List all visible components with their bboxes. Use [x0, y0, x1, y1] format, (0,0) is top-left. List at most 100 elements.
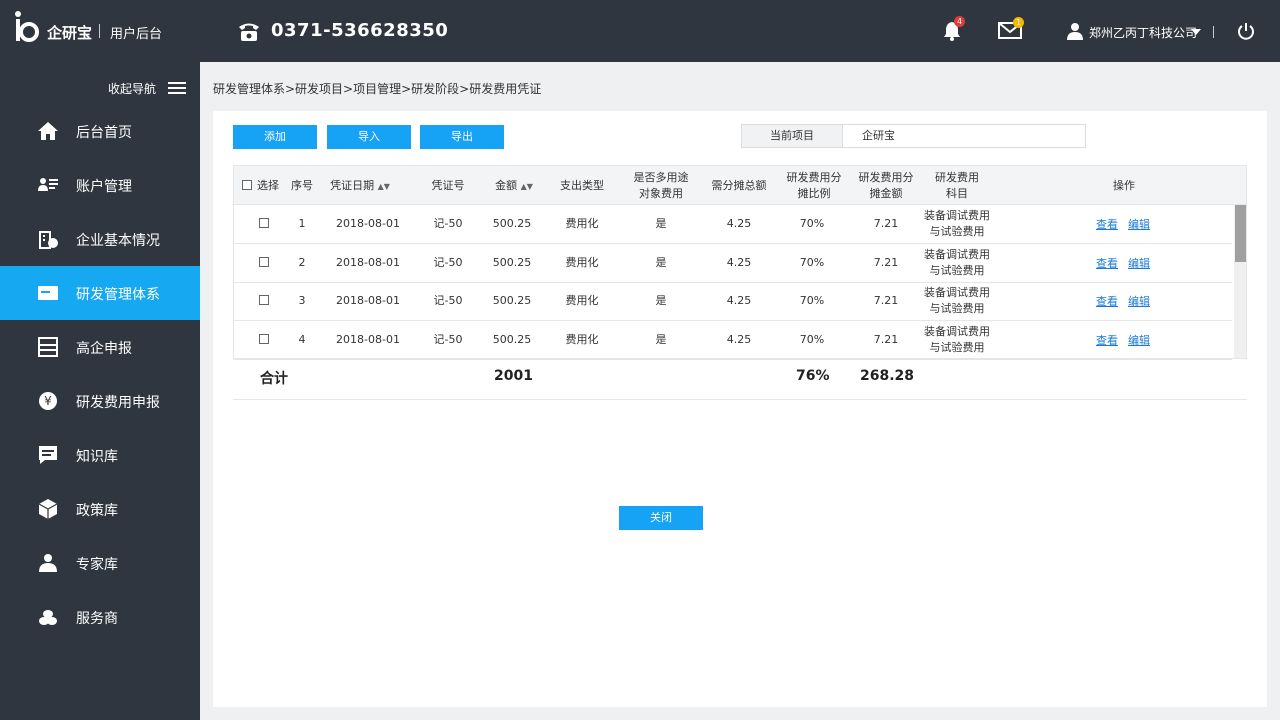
main-content: 研发管理体系>研发项目>项目管理>研发阶段>研发费用凭证 添加 导入 导出 当前… — [200, 62, 1280, 720]
select-all-checkbox[interactable] — [242, 180, 252, 190]
voucher-table: 选择 序号 凭证日期 ▲▼ 凭证号 金额 ▲▼ 支出类型 是否多用途 对象费用 需… — [233, 165, 1247, 360]
top-bar: 企研宝 用户后台 0371-536628350 4 1 郑州乙丙丁科技公司 — [0, 0, 1280, 62]
row-subject-line1: 装备调试费用 — [924, 286, 990, 299]
row-subject-line2: 与试验费用 — [929, 302, 985, 315]
row-ratio: 70% — [799, 332, 825, 346]
edit-link[interactable]: 编辑 — [1128, 295, 1150, 308]
row-checkbox[interactable] — [259, 256, 269, 267]
header-alloc-line2: 摊金额 — [869, 187, 903, 200]
row-date: 2018-08-01 — [336, 332, 400, 346]
row-amount: 500.25 — [492, 332, 532, 346]
sidebar-item-label: 服务商 — [76, 611, 118, 627]
header-multi-line2: 对象费用 — [639, 187, 683, 200]
sidebar-item[interactable]: 后台首页 — [0, 104, 200, 158]
sidebar-item[interactable]: 服务商 — [0, 590, 200, 644]
header-date-label: 凭证日期 — [330, 179, 375, 192]
row-ratio: 70% — [799, 255, 825, 269]
menu-icon[interactable] — [168, 82, 186, 94]
row-multi: 是 — [655, 217, 667, 230]
table-row: 1 2018-08-01 记-50 500.25 费用化 是 4.25 70% 7.21 装备调试… — [234, 205, 1232, 244]
scrollbar-thumb[interactable] — [1235, 205, 1246, 262]
close-button[interactable]: 关闭 — [619, 506, 703, 530]
sidebar-item-label: 研发费用申报 — [76, 395, 160, 411]
brand-subtitle: 用户后台 — [110, 27, 163, 42]
sidebar: 收起导航 后台首页账户管理企业基本情况 研发管理体系高企申报 ¥ 研发费用申报知识库政… — [0, 62, 200, 720]
row-checkbox[interactable] — [259, 218, 269, 228]
view-link[interactable]: 查看 — [1096, 256, 1118, 270]
sidebar-item[interactable]: 知识库 — [0, 428, 200, 482]
edit-link[interactable]: 编辑 — [1128, 218, 1150, 231]
row-subject: 装备调试费用 与试验费用 — [916, 324, 998, 356]
cube-icon — [38, 499, 58, 519]
sidebar-item[interactable]: 专家库 — [0, 536, 200, 590]
sidebar-item[interactable]: 高企申报 — [0, 320, 200, 374]
row-alloc: 7.21 — [873, 294, 899, 307]
table-header: 选择 序号 凭证日期 ▲▼ 凭证号 金额 ▲▼ 支出类型 是否多用途 对象费用 需… — [234, 166, 1246, 205]
view-link[interactable]: 查看 — [1096, 218, 1118, 231]
header-amount-label: 金额 — [495, 179, 518, 192]
view-link[interactable]: 查看 — [1096, 333, 1118, 347]
sidebar-item-label: 企业基本情况 — [76, 233, 160, 249]
total-amount: 2001 — [494, 368, 533, 384]
yen-icon: ¥ — [39, 392, 57, 410]
phone-number: 0371-536628350 — [271, 20, 449, 41]
header-multi-line1: 是否多用途 — [633, 171, 689, 184]
import-button[interactable]: 导入 — [327, 125, 411, 149]
header-alloc: 研发费用分 摊金额 — [851, 170, 921, 202]
row-subject-line2: 与试验费用 — [929, 263, 985, 277]
sidebar-item-label: 后台首页 — [76, 125, 132, 141]
row-voucher: 记-50 — [433, 294, 463, 307]
collapse-nav-label[interactable]: 收起导航 — [108, 82, 157, 96]
table-row: 2 2018-08-01 记-50 500.25 费用化 是 4.25 70% 7.21 装备调试… — [234, 244, 1232, 283]
sidebar-item[interactable]: 政策库 — [0, 482, 200, 536]
table-scrollbar[interactable] — [1234, 205, 1246, 358]
row-checkbox[interactable] — [259, 295, 269, 305]
header-amount[interactable]: 金额 ▲▼ — [484, 178, 544, 195]
coins-icon — [39, 610, 57, 625]
row-checkbox[interactable] — [259, 333, 269, 344]
sort-icon[interactable]: ▲▼ — [377, 182, 390, 191]
edit-link[interactable]: 编辑 — [1128, 333, 1150, 347]
sidebar-item[interactable]: 企业基本情况 — [0, 212, 200, 266]
company-name[interactable]: 郑州乙丙丁科技公司 — [1089, 26, 1198, 40]
sort-icon[interactable]: ▲▼ — [520, 182, 533, 191]
row-date: 2018-08-01 — [336, 294, 400, 307]
voucher-panel: 添加 导入 导出 当前项目 企研宝 选择 序号 凭证日期 ▲▼ 凭证号 金额 ▲… — [213, 111, 1267, 707]
row-multi: 是 — [655, 332, 667, 346]
row-subject: 装备调试费用 与试验费用 — [916, 208, 998, 240]
breadcrumb[interactable]: 研发管理体系>研发项目>项目管理>研发阶段>研发费用凭证 — [213, 82, 542, 96]
sidebar-item-label: 研发管理体系 — [76, 287, 160, 303]
header-ratio-line2: 摊比例 — [797, 187, 831, 200]
table-row: 3 2018-08-01 记-50 500.25 费用化 是 4.25 70% 7.21 装备调试… — [234, 282, 1232, 321]
row-alloc: 7.21 — [873, 255, 899, 269]
current-project-value: 企研宝 — [842, 124, 1086, 148]
row-ratio: 70% — [799, 294, 825, 307]
total-ratio: 76% — [796, 368, 830, 384]
edit-link[interactable]: 编辑 — [1128, 256, 1150, 270]
sidebar-item-label: 专家库 — [76, 557, 118, 573]
row-total-alloc: 4.25 — [726, 294, 752, 307]
chevron-down-icon[interactable] — [1191, 29, 1201, 35]
header-index: 序号 — [291, 179, 313, 192]
row-index: 1 — [298, 217, 306, 230]
row-total-alloc: 4.25 — [726, 332, 752, 346]
header-type: 支出类型 — [560, 179, 604, 192]
mail-badge: 1 — [1013, 17, 1024, 28]
user-icon — [1067, 23, 1083, 40]
header-subject-line1: 研发费用 — [935, 171, 979, 184]
row-subject: 装备调试费用 与试验费用 — [916, 285, 998, 317]
add-button[interactable]: 添加 — [233, 125, 317, 149]
row-amount: 500.25 — [492, 217, 532, 230]
sidebar-item[interactable]: 账户管理 — [0, 158, 200, 212]
view-link[interactable]: 查看 — [1096, 295, 1118, 308]
brand-name: 企研宝 — [47, 24, 93, 42]
row-amount: 500.25 — [492, 294, 532, 307]
sidebar-item[interactable]: ¥ 研发费用申报 — [0, 374, 200, 428]
export-button[interactable]: 导出 — [420, 125, 504, 149]
list-icon — [38, 337, 58, 357]
sidebar-item[interactable]: 研发管理体系 — [0, 266, 200, 320]
card-icon — [38, 286, 58, 300]
power-icon[interactable] — [1237, 22, 1255, 40]
header-date[interactable]: 凭证日期 ▲▼ — [330, 178, 390, 195]
row-subject-line1: 装备调试费用 — [924, 209, 990, 222]
